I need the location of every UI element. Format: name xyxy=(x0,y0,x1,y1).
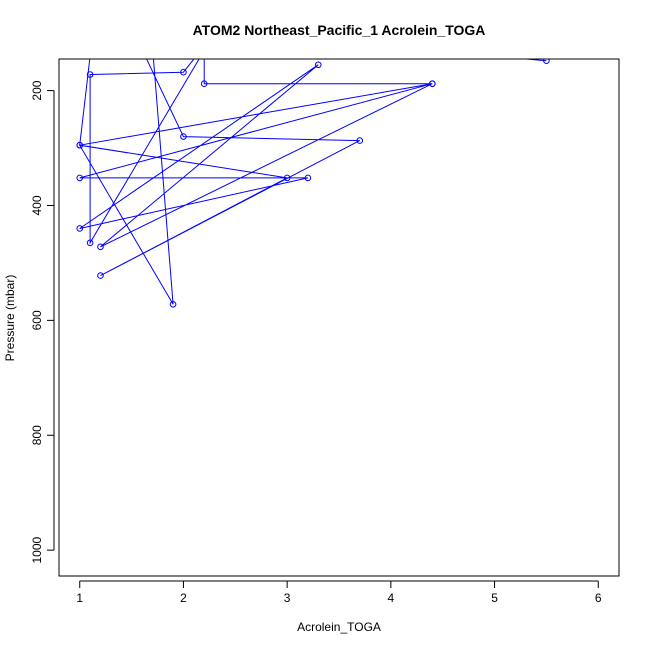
data-point xyxy=(169,300,177,308)
x-tick-label: 6 xyxy=(595,591,602,605)
data-point xyxy=(180,133,187,140)
x-tick-label: 3 xyxy=(284,591,291,605)
plot-frame xyxy=(58,58,620,577)
y-axis: 200 400 600 800 1000 xyxy=(30,80,55,564)
data-point xyxy=(86,71,94,78)
data-point xyxy=(86,239,94,247)
x-axis: 1 2 3 4 5 6 xyxy=(76,580,602,605)
data-point xyxy=(150,42,156,48)
x-axis-label: Acrolein_TOGA xyxy=(297,620,381,634)
chart-title: ATOM2 Northeast_Pacific_1 Acrolein_TOGA xyxy=(193,22,486,38)
series-line xyxy=(78,59,547,305)
x-tick-label: 1 xyxy=(76,591,83,605)
data-point xyxy=(97,272,104,279)
data-point xyxy=(429,80,436,88)
x-tick-label: 2 xyxy=(180,591,187,605)
x-tick-label: 4 xyxy=(388,591,395,605)
data-point xyxy=(200,80,208,88)
x-tick-label: 5 xyxy=(491,591,498,605)
data-point xyxy=(76,174,84,182)
data-point xyxy=(88,59,92,60)
y-tick-label: 200 xyxy=(30,80,44,100)
data-point xyxy=(201,48,207,54)
data-point xyxy=(129,25,135,31)
y-axis-label: Pressure (mbar) xyxy=(3,275,17,362)
y-tick-label: 1000 xyxy=(30,536,44,563)
data-point xyxy=(543,59,550,65)
y-tick-label: 600 xyxy=(30,310,44,330)
y-tick-label: 800 xyxy=(30,425,44,445)
data-point xyxy=(97,243,104,251)
data-point xyxy=(314,61,322,69)
data-point xyxy=(356,137,364,144)
data-point xyxy=(76,225,84,232)
y-tick-label: 400 xyxy=(30,195,44,215)
data-point xyxy=(180,68,187,76)
data-point xyxy=(304,174,312,182)
plot-area xyxy=(76,25,550,308)
data-point xyxy=(283,174,291,182)
data-point xyxy=(76,141,84,149)
